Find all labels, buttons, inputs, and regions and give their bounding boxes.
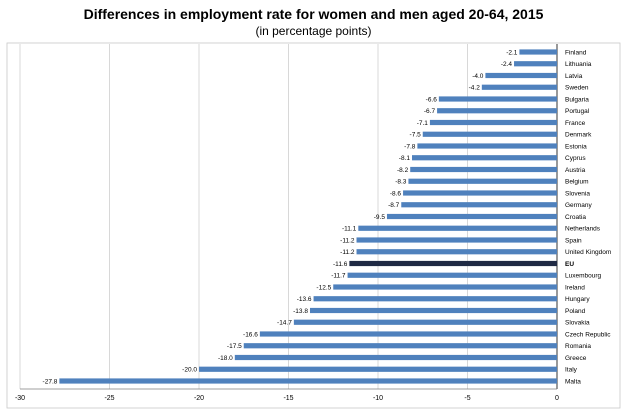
chart-frame [6, 42, 621, 409]
category-label: Spain [565, 237, 582, 244]
category-label: Croatia [565, 214, 586, 221]
data-label: -7.8 [404, 143, 416, 150]
category-label: Sweden [565, 85, 589, 92]
category-label: Hungary [565, 296, 590, 303]
category-label: Germany [565, 202, 592, 209]
data-label: -7.1 [417, 120, 429, 127]
category-label: Finland [565, 49, 587, 56]
category-label: Czech Republic [565, 331, 611, 338]
data-label: -8.2 [397, 167, 409, 174]
category-label: Latvia [565, 73, 583, 80]
data-label: -8.7 [388, 202, 400, 209]
bar [349, 260, 557, 267]
data-label: -17.5 [227, 343, 242, 350]
category-label: Austria [565, 167, 586, 174]
data-label: -11.2 [340, 249, 355, 256]
data-label: -14.7 [277, 320, 292, 327]
chart-subtitle: (in percentage points) [255, 24, 372, 38]
data-label: -11.6 [333, 261, 348, 268]
bar [347, 272, 557, 278]
bar [313, 296, 557, 302]
category-label: Luxembourg [565, 273, 602, 280]
category-label: Ireland [565, 284, 585, 291]
data-label: -16.6 [243, 331, 258, 338]
bar [243, 343, 557, 349]
bar [309, 307, 557, 314]
category-label: Estonia [565, 143, 587, 150]
data-label: -13.6 [297, 296, 312, 303]
x-tick-label: -20 [194, 395, 204, 402]
data-label: -11.2 [340, 237, 355, 244]
category-label: Slovakia [565, 320, 590, 327]
x-tick-label: -25 [104, 395, 114, 402]
category-label: Slovenia [565, 190, 590, 197]
category-label: EU [565, 261, 574, 268]
category-label: Lithuania [565, 61, 592, 68]
bar [333, 284, 557, 290]
bar [417, 143, 557, 149]
data-label: -6.7 [424, 108, 436, 115]
category-label: Bulgaria [565, 96, 589, 103]
bar [386, 213, 557, 220]
data-label: -2.1 [506, 49, 518, 56]
category-label: Belgium [565, 179, 588, 186]
category-label: Romania [565, 343, 591, 350]
data-label: -11.7 [331, 273, 346, 280]
data-label: -7.5 [410, 132, 422, 139]
bar [356, 237, 557, 243]
bar [410, 166, 557, 173]
bar [293, 319, 557, 325]
bar [437, 108, 557, 114]
bar [401, 202, 557, 208]
bar [438, 96, 557, 102]
x-tick-label: 0 [555, 395, 559, 402]
data-label: -12.5 [316, 284, 331, 291]
data-label: -20.0 [182, 367, 197, 374]
data-label: -4.0 [472, 73, 484, 80]
category-label: Cyprus [565, 155, 586, 162]
x-tick-label: -10 [373, 395, 383, 402]
chart-title: Differences in employment rate for women… [83, 6, 544, 22]
data-label: -27.8 [43, 378, 58, 385]
category-label: Greece [565, 355, 587, 362]
bar [59, 378, 557, 384]
data-label: -6.6 [426, 96, 438, 103]
x-tick-label: -30 [15, 395, 25, 402]
bar [403, 190, 557, 196]
category-label: Portugal [565, 108, 590, 115]
data-label: -18.0 [218, 355, 233, 362]
x-tick-label: -15 [283, 395, 293, 402]
category-label: United Kingdom [565, 249, 611, 256]
data-label: -8.3 [395, 179, 407, 186]
bar [429, 119, 557, 126]
data-label: -2.4 [501, 61, 513, 68]
data-label: -8.1 [399, 155, 411, 162]
data-label: -8.6 [390, 190, 402, 197]
data-label: -9.5 [374, 214, 386, 221]
data-label: -4.2 [469, 85, 481, 92]
bar [358, 225, 557, 231]
bar [422, 131, 557, 137]
category-label: Denmark [565, 132, 592, 139]
category-label: Netherlands [565, 226, 601, 233]
bar [485, 72, 557, 79]
bar [412, 155, 557, 161]
bar [408, 178, 557, 184]
bar [514, 61, 557, 67]
category-label: Italy [565, 367, 578, 374]
data-label: -11.1 [342, 226, 357, 233]
bar [481, 84, 557, 90]
bar [199, 366, 557, 372]
x-tick-label: -5 [464, 395, 470, 402]
category-label: Poland [565, 308, 586, 315]
bar [234, 354, 558, 361]
category-label: France [565, 120, 586, 127]
bar [356, 249, 557, 255]
bar [259, 331, 557, 337]
bar [519, 49, 557, 55]
data-label: -13.8 [293, 308, 308, 315]
category-label: Malta [565, 378, 581, 385]
